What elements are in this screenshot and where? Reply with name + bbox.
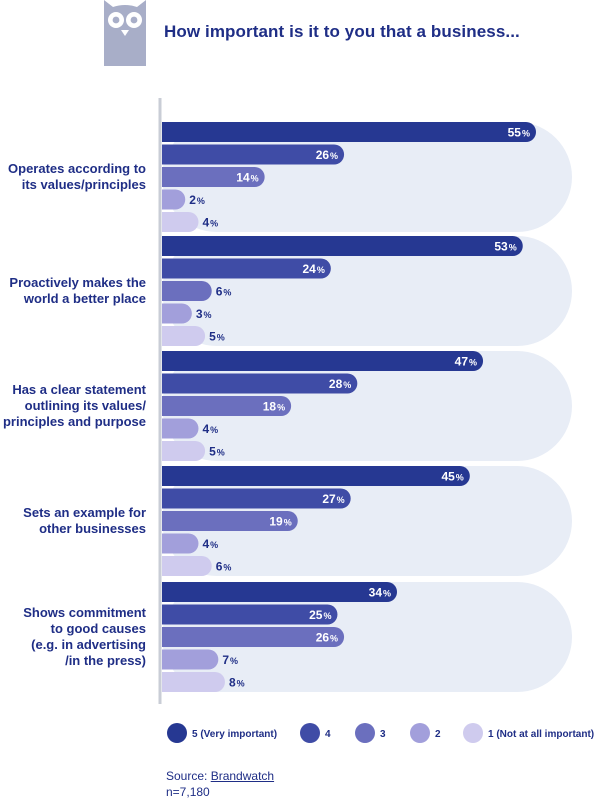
bar-left-edge (162, 649, 174, 670)
bar-value-label: 5% (209, 330, 225, 344)
bar-value-label: 4% (202, 216, 218, 230)
bar-value-label: 18% (263, 400, 285, 414)
legend-label: 4 (325, 729, 331, 740)
bar (162, 627, 345, 647)
bar-left-edge (162, 627, 174, 647)
bar-value-label: 34% (369, 586, 391, 600)
bar-value-label: 2% (189, 193, 205, 207)
bar-value-label: 3% (196, 307, 212, 321)
category-label: Sets an example for other businesses (23, 505, 146, 536)
legend-swatch (463, 723, 483, 743)
bar (162, 649, 219, 670)
legend-label: 2 (435, 729, 441, 740)
bar-value-label: 28% (329, 377, 351, 391)
bar (162, 582, 398, 602)
bar-chart: 55%26%14%2%4%Operates according to its va… (3, 98, 594, 743)
bar (162, 511, 298, 531)
bar (162, 488, 351, 509)
legend-swatch (167, 723, 187, 743)
bar-left-edge (162, 672, 174, 692)
bar-left-edge (162, 351, 174, 371)
bar (162, 351, 484, 371)
bar-left-edge (162, 281, 174, 301)
bar (162, 556, 212, 576)
bar-left-edge (162, 466, 174, 486)
bar-value-label: 4% (202, 422, 218, 436)
bar (162, 236, 523, 256)
bar-value-label: 24% (302, 262, 324, 276)
bar (162, 466, 470, 486)
bar-value-label: 6% (216, 560, 232, 574)
bar (162, 281, 212, 301)
bar (162, 144, 345, 165)
bar-value-label: 27% (322, 492, 344, 506)
bar-left-edge (162, 122, 174, 142)
bar-value-label: 5% (209, 445, 225, 459)
bar (162, 122, 536, 142)
bar-left-edge (162, 258, 174, 279)
bar-left-edge (162, 582, 174, 602)
bar-value-label: 47% (455, 355, 477, 369)
bar-left-edge (162, 511, 174, 531)
bar (162, 258, 331, 279)
bar-left-edge (162, 303, 174, 324)
bar-left-edge (162, 488, 174, 509)
category-label: Operates according to its values/principl… (8, 161, 146, 192)
bar-left-edge (162, 189, 174, 210)
legend-swatch (355, 723, 375, 743)
category-label: Shows commitment to good causes (e.g. in a… (23, 605, 146, 668)
category-label: Proactively makes the world a better plac… (9, 275, 146, 306)
bar (162, 396, 292, 416)
bar-value-label: 6% (216, 285, 232, 299)
bar-value-label: 53% (494, 240, 516, 254)
bar-value-label: 55% (508, 126, 530, 140)
bar-value-label: 45% (441, 470, 463, 484)
bar-left-edge (162, 418, 174, 439)
bar-left-edge (162, 396, 174, 416)
bar-left-edge (162, 144, 174, 165)
bar (162, 167, 265, 187)
bar-left-edge (162, 604, 174, 625)
page-title: How important is it to you that a busine… (164, 22, 520, 41)
bar-left-edge (162, 167, 174, 187)
bar-value-label: 14% (236, 171, 258, 185)
bar-left-edge (162, 212, 174, 232)
bar (162, 604, 338, 625)
legend-label: 3 (380, 729, 386, 740)
bar-value-label: 26% (316, 148, 338, 162)
bar-value-label: 7% (222, 653, 238, 667)
source-note: Source: Brandwatch n=7,180 (166, 768, 274, 800)
bar-left-edge (162, 373, 174, 394)
bar-left-edge (162, 556, 174, 576)
source-prefix: Source: (166, 769, 211, 783)
legend-label: 1 (Not at all important) (488, 729, 594, 740)
bar-value-label: 25% (309, 608, 331, 622)
bar-left-edge (162, 533, 174, 554)
bar-value-label: 26% (316, 631, 338, 645)
bar-left-edge (162, 441, 174, 461)
bar (162, 672, 225, 692)
bar (162, 373, 358, 394)
bar-left-edge (162, 236, 174, 256)
legend-swatch (410, 723, 430, 743)
source-link[interactable]: Brandwatch (210, 769, 275, 783)
owl-logo-icon (104, 0, 146, 66)
bar-left-edge (162, 326, 174, 346)
category-label: Has a clear statement outlining its value… (3, 382, 147, 429)
bar-value-label: 8% (229, 676, 245, 690)
bar-value-label: 4% (202, 537, 218, 551)
sample-size: n=7,180 (166, 785, 210, 799)
legend-label: 5 (Very important) (192, 729, 277, 740)
legend-swatch (300, 723, 320, 743)
bar-value-label: 19% (269, 515, 291, 529)
